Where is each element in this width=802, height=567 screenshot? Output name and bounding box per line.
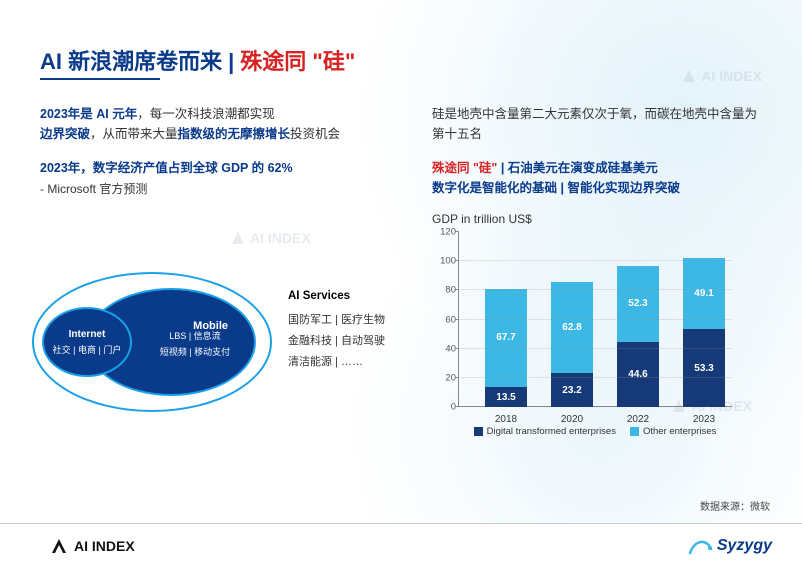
- footer: AI INDEX Syzygy: [0, 523, 802, 567]
- ytick-label: 100: [432, 256, 456, 267]
- bar-seg-digital: 23.2: [551, 373, 593, 407]
- xtick-label: 2018: [485, 414, 527, 425]
- chart-legend: Digital transformed enterprises Other en…: [458, 426, 732, 437]
- title-part1: AI 新浪潮席卷而来: [40, 44, 222, 76]
- title-divider: |: [228, 49, 234, 75]
- chart-title: GDP in trillion US$: [432, 212, 762, 226]
- bar-group: 62.823.22020: [551, 282, 593, 407]
- bar-seg-digital: 53.3: [683, 329, 725, 407]
- oval-inner-sub: 社交 | 电商 | 门户: [53, 343, 122, 356]
- title-part2: 殊途同 "硅": [240, 44, 355, 76]
- footer-brand-right: Syzygy: [687, 535, 772, 557]
- slide: AI INDEX AI INDEX AI INDEX AI 新浪潮席卷而来 | …: [0, 0, 802, 567]
- syzygy-swoosh-icon: [687, 535, 713, 557]
- left-column: 2023年是 AI 元年，每一次科技浪潮都实现 边界突破，从而带来大量指数级的无…: [40, 104, 400, 197]
- footer-brand-left: AI INDEX: [50, 537, 135, 555]
- right-para1: 硅是地壳中含量第二大元素仅次于氧，而碳在地壳中含量为第十五名: [432, 104, 762, 144]
- ytick-label: 60: [432, 314, 456, 325]
- title-underline: [40, 78, 160, 80]
- xtick-label: 2023: [683, 414, 725, 425]
- ytick-label: 0: [432, 402, 456, 413]
- syzygy-text: Syzygy: [717, 537, 772, 555]
- right-para2: 殊途同 "硅" | 石油美元在演变成硅基美元 数字化是智能化的基础 | 智能化实…: [432, 158, 762, 198]
- ytick-label: 20: [432, 372, 456, 383]
- services-row: 清洁能源 | ……: [288, 352, 385, 373]
- left-para2: 2023年，数字经济产值占到全球 GDP 的 62%: [40, 158, 400, 178]
- bar-seg-digital: 44.6: [617, 342, 659, 407]
- legend-item: Digital transformed enterprises: [474, 426, 616, 437]
- left-source: - Microsoft 官方预测: [40, 180, 400, 197]
- bars-area: 67.713.5201862.823.2202052.344.6202249.1…: [459, 232, 732, 407]
- slide-title: AI 新浪潮席卷而来 | 殊途同 "硅": [40, 44, 762, 76]
- footer-brand-text: AI INDEX: [74, 538, 135, 554]
- services-heading: AI Services: [288, 286, 385, 308]
- oval-mid-title: Mobile: [193, 320, 228, 332]
- xtick-label: 2022: [617, 414, 659, 425]
- bar-seg-other: 62.8: [551, 282, 593, 374]
- watermark: AI INDEX: [230, 230, 311, 246]
- chart-source: 数据来源：微软: [700, 498, 770, 513]
- ai-index-logo-icon: [50, 537, 68, 555]
- oval-inner: Internet 社交 | 电商 | 门户: [42, 307, 132, 377]
- concentric-ovals-diagram: Mobile LBS | 信息流 短视频 | 移动支付 Internet 社交 …: [32, 252, 432, 432]
- ytick-label: 120: [432, 227, 456, 238]
- gdp-stacked-bar-chart: 67.713.5201862.823.2202052.344.6202249.1…: [432, 232, 732, 437]
- left-para1: 2023年是 AI 元年，每一次科技浪潮都实现 边界突破，从而带来大量指数级的无…: [40, 104, 400, 144]
- bar-seg-other: 67.7: [485, 289, 527, 388]
- bar-group: 49.153.32023: [683, 258, 725, 407]
- legend-item: Other enterprises: [630, 426, 716, 437]
- oval-mid-sub2: 短视频 | 移动支付: [160, 345, 230, 358]
- ai-services-list: AI Services 国防军工 | 医疗生物 金融科技 | 自动驾驶 清洁能源…: [288, 286, 385, 373]
- oval-inner-title: Internet: [69, 329, 106, 340]
- bar-group: 52.344.62022: [617, 266, 659, 407]
- xtick-label: 2020: [551, 414, 593, 425]
- ytick-label: 80: [432, 285, 456, 296]
- ytick-label: 40: [432, 343, 456, 354]
- services-row: 金融科技 | 自动驾驶: [288, 331, 385, 352]
- services-row: 国防军工 | 医疗生物: [288, 310, 385, 331]
- bar-seg-other: 52.3: [617, 266, 659, 342]
- bar-seg-digital: 13.5: [485, 387, 527, 407]
- right-column: 硅是地壳中含量第二大元素仅次于氧，而碳在地壳中含量为第十五名 殊途同 "硅" |…: [432, 104, 762, 437]
